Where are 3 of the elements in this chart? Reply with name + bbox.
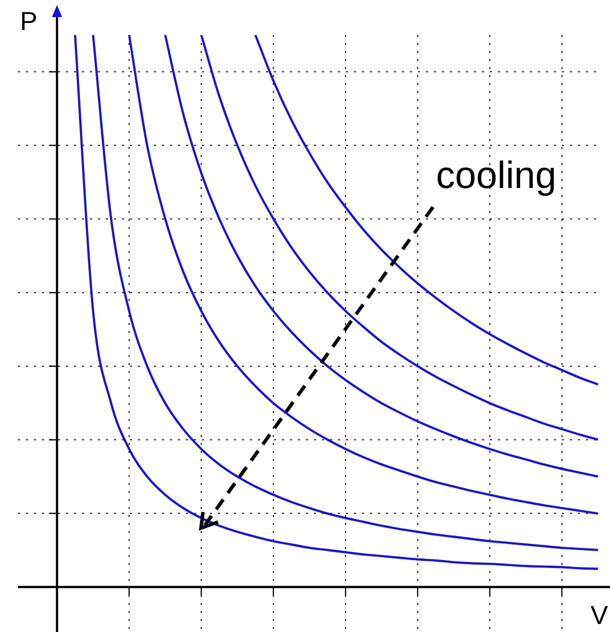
y-axis-title: P (20, 6, 38, 36)
x-axis-title: V (590, 600, 609, 630)
annotation: cooling (436, 155, 556, 197)
